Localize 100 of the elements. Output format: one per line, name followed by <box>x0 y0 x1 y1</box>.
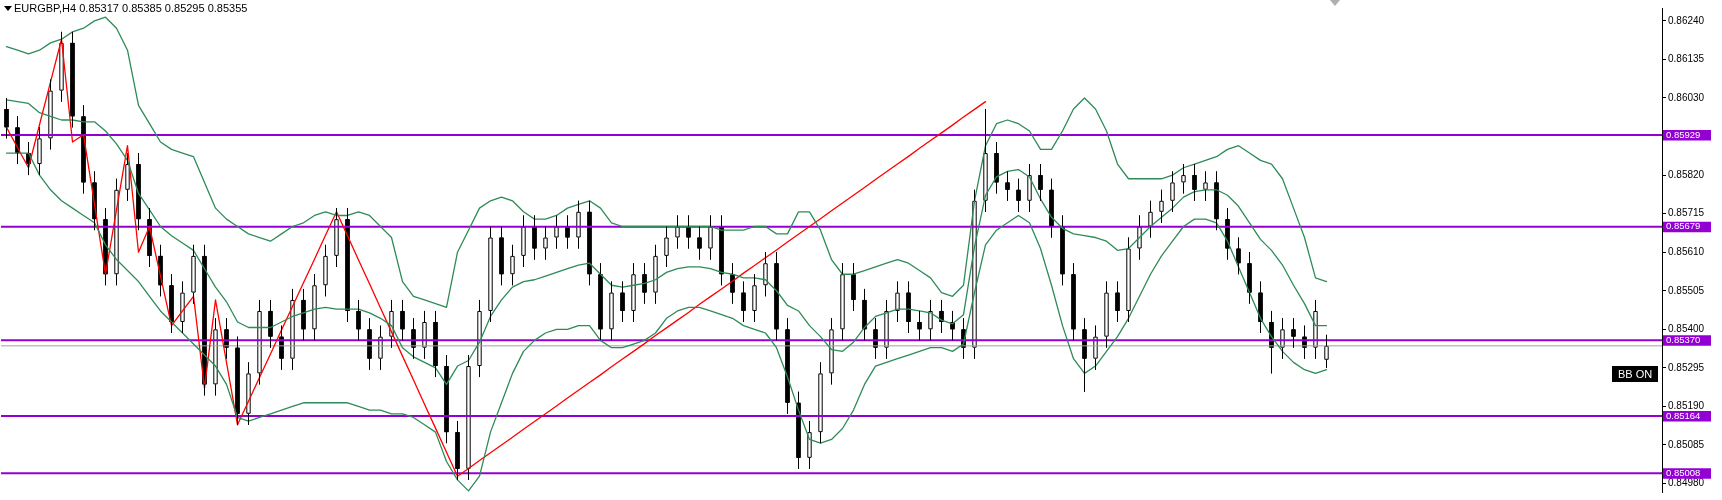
candlestick <box>928 299 933 341</box>
candlestick <box>356 299 361 341</box>
y-tick-label: 0.85295 <box>1668 361 1705 373</box>
candlestick <box>224 317 229 360</box>
y-tick-label: 0.85400 <box>1668 323 1705 335</box>
candlestick <box>59 31 64 103</box>
candlestick <box>620 281 625 323</box>
candlestick <box>1060 214 1065 286</box>
candlestick <box>301 288 306 341</box>
candlestick <box>81 104 86 194</box>
candlestick <box>125 152 130 202</box>
candlestick <box>1082 317 1087 393</box>
candlestick <box>455 420 460 481</box>
candlestick <box>180 281 185 334</box>
candlestick <box>873 317 878 360</box>
candlestick <box>1016 178 1021 213</box>
candlestick <box>730 262 735 305</box>
candlestick <box>1280 317 1285 360</box>
candlestick <box>510 244 515 286</box>
candlestick <box>136 152 141 231</box>
candlestick <box>1104 281 1109 349</box>
candlestick <box>895 281 900 323</box>
candlestick <box>609 281 614 341</box>
ref-line-label: 0.85929 <box>1666 128 1701 140</box>
candlestick <box>411 317 416 360</box>
candlestick <box>818 361 823 444</box>
candlestick <box>785 317 790 415</box>
y-tick-label: 0.85715 <box>1668 207 1705 219</box>
candlestick <box>400 299 405 341</box>
annotation: BB ON <box>1612 366 1659 382</box>
y-tick-label: 0.85610 <box>1668 245 1705 257</box>
candlestick <box>1027 163 1032 213</box>
y-tick-label: 0.86135 <box>1668 53 1705 65</box>
candlestick <box>587 200 592 286</box>
candlestick <box>708 214 713 261</box>
y-tick-label: 0.85505 <box>1668 284 1705 296</box>
candlestick <box>290 288 295 371</box>
candlestick <box>279 325 284 371</box>
candlestick <box>1313 299 1318 360</box>
candlestick <box>147 207 152 268</box>
candlestick <box>477 299 482 378</box>
candlestick <box>598 262 603 341</box>
candlestick <box>1181 163 1186 194</box>
candlestick <box>1126 237 1131 323</box>
candlestick <box>1247 251 1252 305</box>
candlestick <box>235 336 240 426</box>
candlestick <box>642 262 647 305</box>
candlestick <box>1236 237 1241 275</box>
candlestick <box>191 244 196 305</box>
candlestick <box>972 189 977 360</box>
candlestick <box>829 317 834 385</box>
candlestick <box>697 226 702 261</box>
candlestick <box>114 178 119 286</box>
candlestick <box>1071 262 1076 341</box>
candlestick <box>1203 170 1208 202</box>
y-tick-label: 0.84980 <box>1668 477 1705 489</box>
candlestick <box>807 420 812 470</box>
ref-line-label: 0.85164 <box>1666 409 1701 421</box>
candlestick <box>631 262 636 323</box>
candlestick <box>532 214 537 261</box>
candlestick <box>1005 170 1010 202</box>
candlestick <box>312 273 317 341</box>
candlestick <box>1159 189 1164 224</box>
ref-line-label: 0.85008 <box>1666 466 1701 478</box>
candlestick <box>796 391 801 470</box>
candlestick <box>1291 317 1296 349</box>
candlestick <box>686 214 691 250</box>
candlestick <box>499 226 504 286</box>
candlestick <box>323 244 328 297</box>
candlestick <box>664 226 669 268</box>
candlestick <box>1170 170 1175 213</box>
candlestick <box>1148 200 1153 239</box>
candlestick <box>741 281 746 323</box>
candlestick <box>862 288 867 341</box>
candlestick <box>1214 170 1219 231</box>
candlestick <box>4 97 9 139</box>
candlestick <box>917 310 922 341</box>
candlestick <box>334 207 339 268</box>
candlestick <box>1137 214 1142 261</box>
candlestick <box>378 325 383 371</box>
y-tick-label: 0.86030 <box>1668 91 1705 103</box>
candlestick <box>257 299 262 385</box>
candlestick <box>884 299 889 360</box>
ref-line-label: 0.85679 <box>1666 220 1701 232</box>
y-tick-label: 0.85085 <box>1668 438 1705 450</box>
candlestick <box>1038 163 1043 202</box>
candlestick <box>554 214 559 250</box>
chart-title: EURGBP,H4 0.85317 0.85385 0.85295 0.85355 <box>14 2 248 14</box>
candlestick <box>994 141 999 194</box>
candlestick <box>246 361 251 426</box>
candlestick <box>774 251 779 341</box>
candlestick <box>48 79 53 150</box>
candlestick <box>1049 178 1054 239</box>
candlestick <box>1192 163 1197 202</box>
y-tick-label: 0.86240 <box>1668 14 1705 26</box>
y-tick-label: 0.85190 <box>1668 400 1705 412</box>
candlestick <box>840 262 845 341</box>
candlestick <box>345 207 350 323</box>
candlestick <box>213 317 218 396</box>
candlestick <box>719 214 724 286</box>
